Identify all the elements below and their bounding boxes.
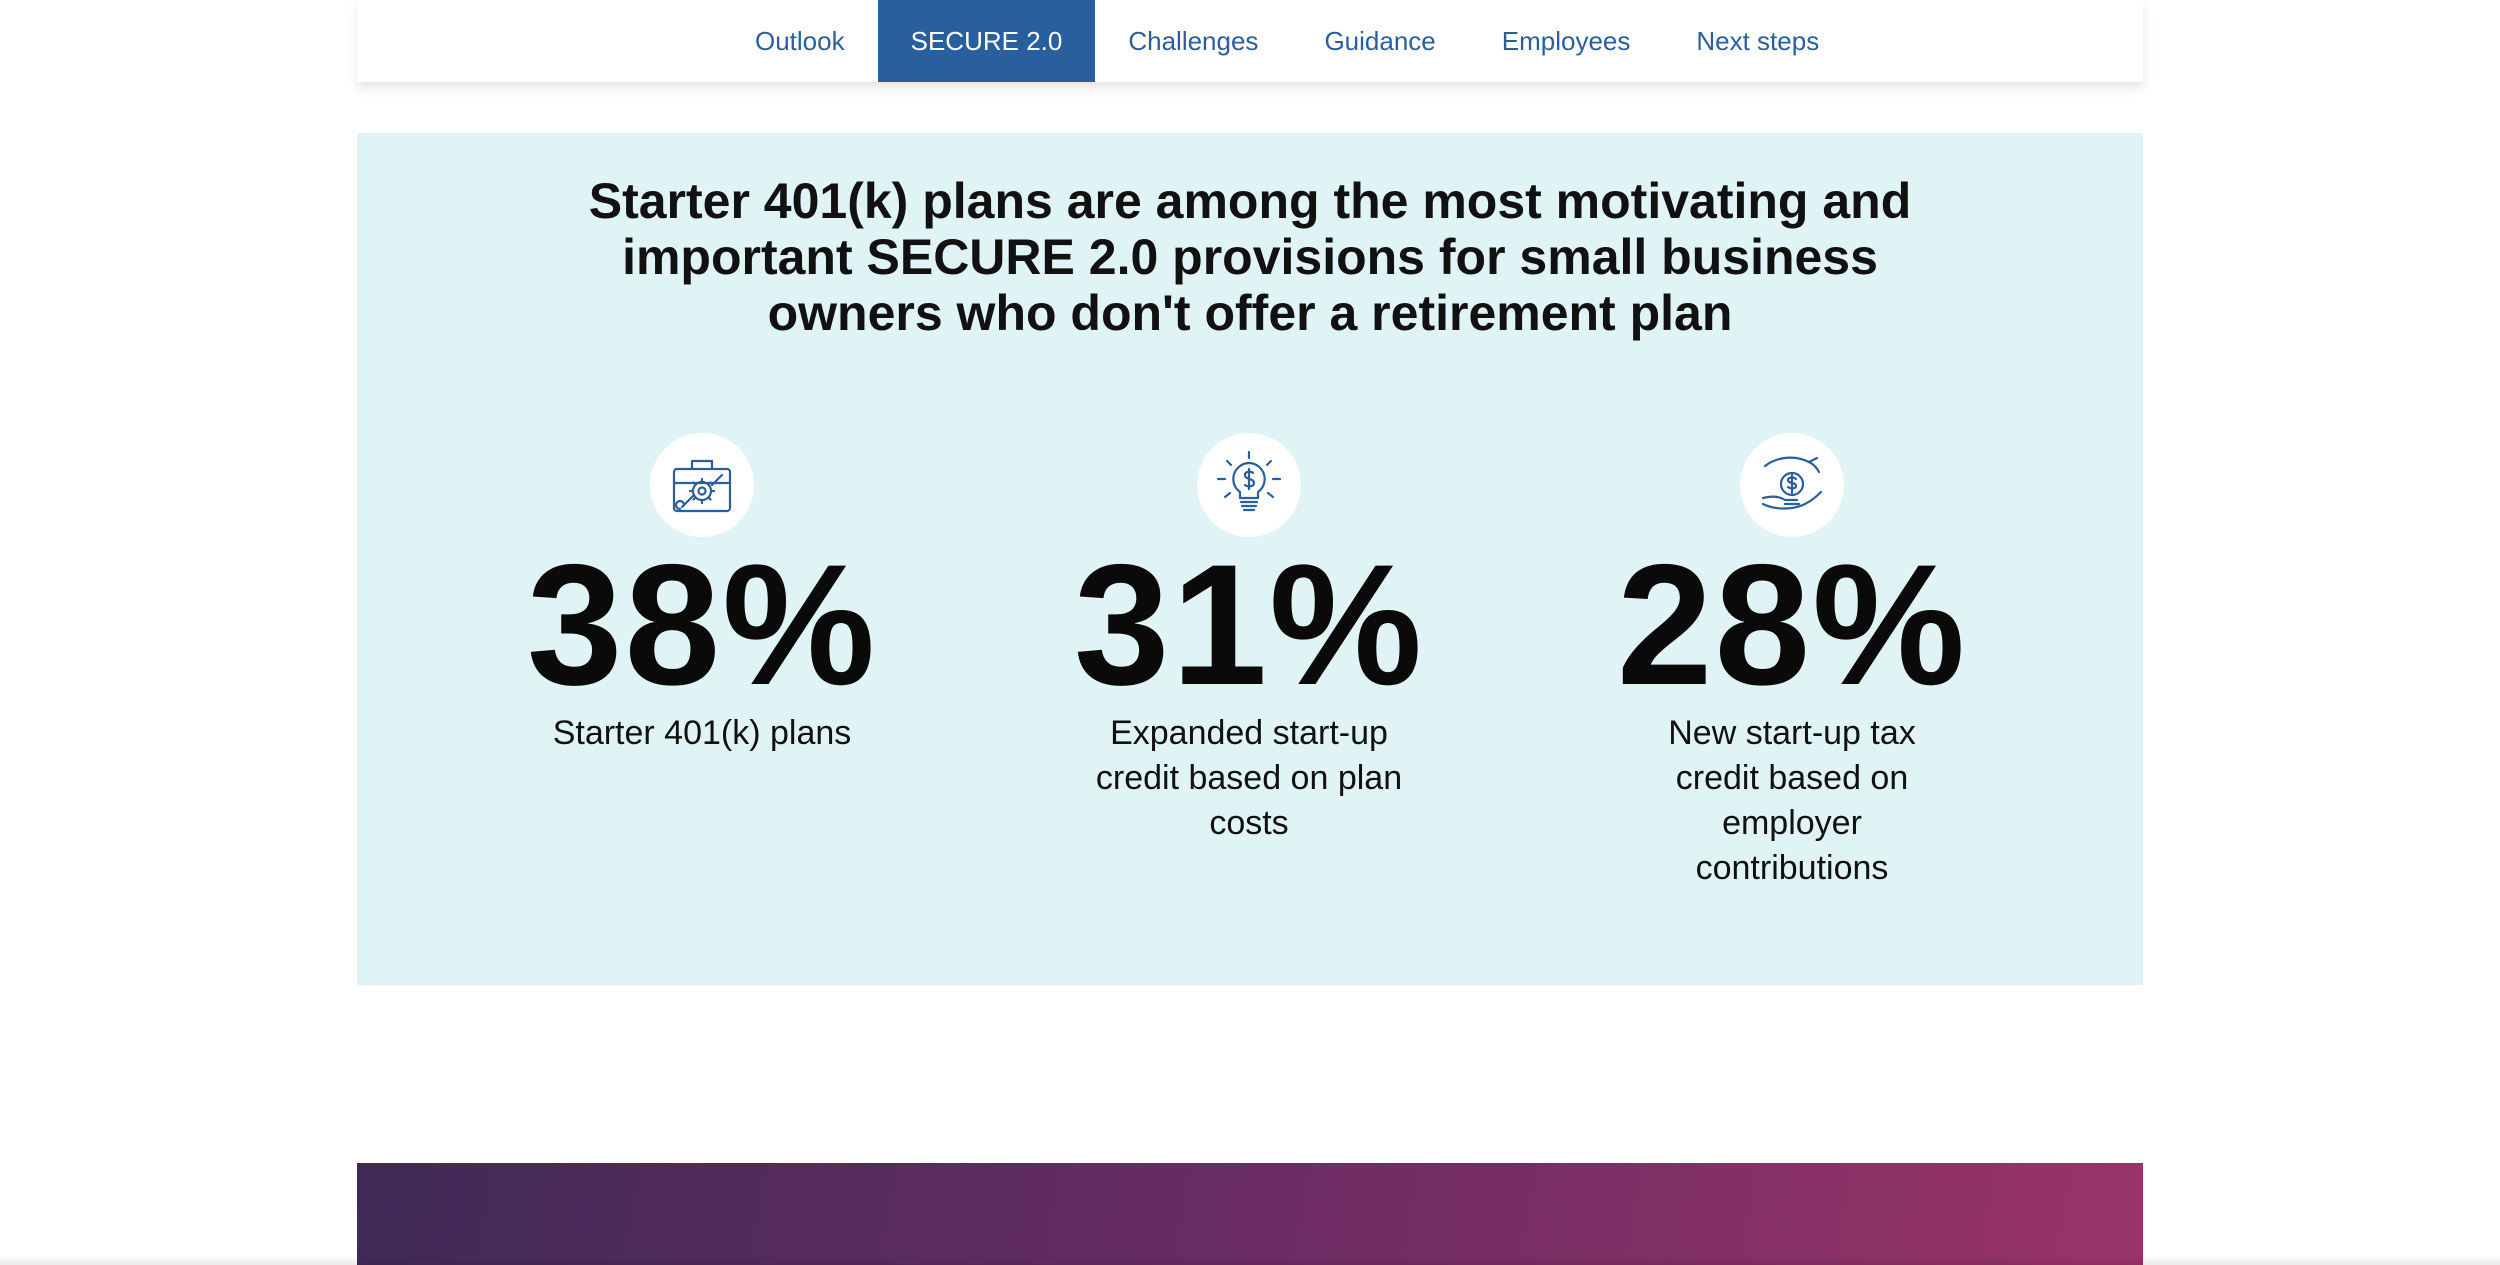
stat-new-tax-credit: 28% New start-up tax credit based on emp… (1562, 433, 2022, 891)
tab-guidance[interactable]: Guidance (1324, 25, 1436, 56)
stat-value: 38% (526, 529, 878, 721)
stat-expanded-credit: 31% Expanded start-up credit based on pl… (1019, 433, 1479, 846)
stat-label: Starter 401(k) plans (552, 714, 852, 752)
tab-secure-2-0[interactable]: SECURE 2.0 (877, 0, 1096, 82)
next-section-banner (357, 1163, 2143, 1265)
tab-outlook[interactable]: Outlook (755, 25, 845, 56)
stat-label: Expanded start-up credit based on plan c… (1095, 714, 1403, 842)
stat-icon-wrap (650, 433, 754, 537)
stat-value: 28% (1616, 529, 1968, 721)
nav-items: Outlook SECURE 2.0 Challenges Guidance E… (722, 0, 1852, 82)
stat-icon-wrap (1740, 433, 1844, 537)
stat-value: 31% (1073, 529, 1425, 721)
stats-panel: Starter 401(k) plans are among the most … (357, 133, 2143, 985)
page-bottom-edge (0, 1255, 2500, 1265)
lightbulb-dollar-icon (1216, 450, 1282, 512)
stat-label: New start-up tax credit based on employe… (1668, 714, 1916, 887)
tab-employees[interactable]: Employees (1501, 25, 1631, 56)
tab-challenges[interactable]: Challenges (1128, 25, 1259, 56)
stat-icon-wrap (1197, 433, 1301, 537)
panel-headline: Starter 401(k) plans are among the most … (588, 173, 1912, 341)
stat-starter-401k: 38% Starter 401(k) plans (472, 433, 932, 756)
hands-coin-icon (1761, 456, 1823, 510)
section-nav: Outlook SECURE 2.0 Challenges Guidance E… (357, 0, 2143, 82)
toolbox-gear-icon (672, 459, 732, 513)
tab-next-steps[interactable]: Next steps (1696, 25, 1820, 56)
